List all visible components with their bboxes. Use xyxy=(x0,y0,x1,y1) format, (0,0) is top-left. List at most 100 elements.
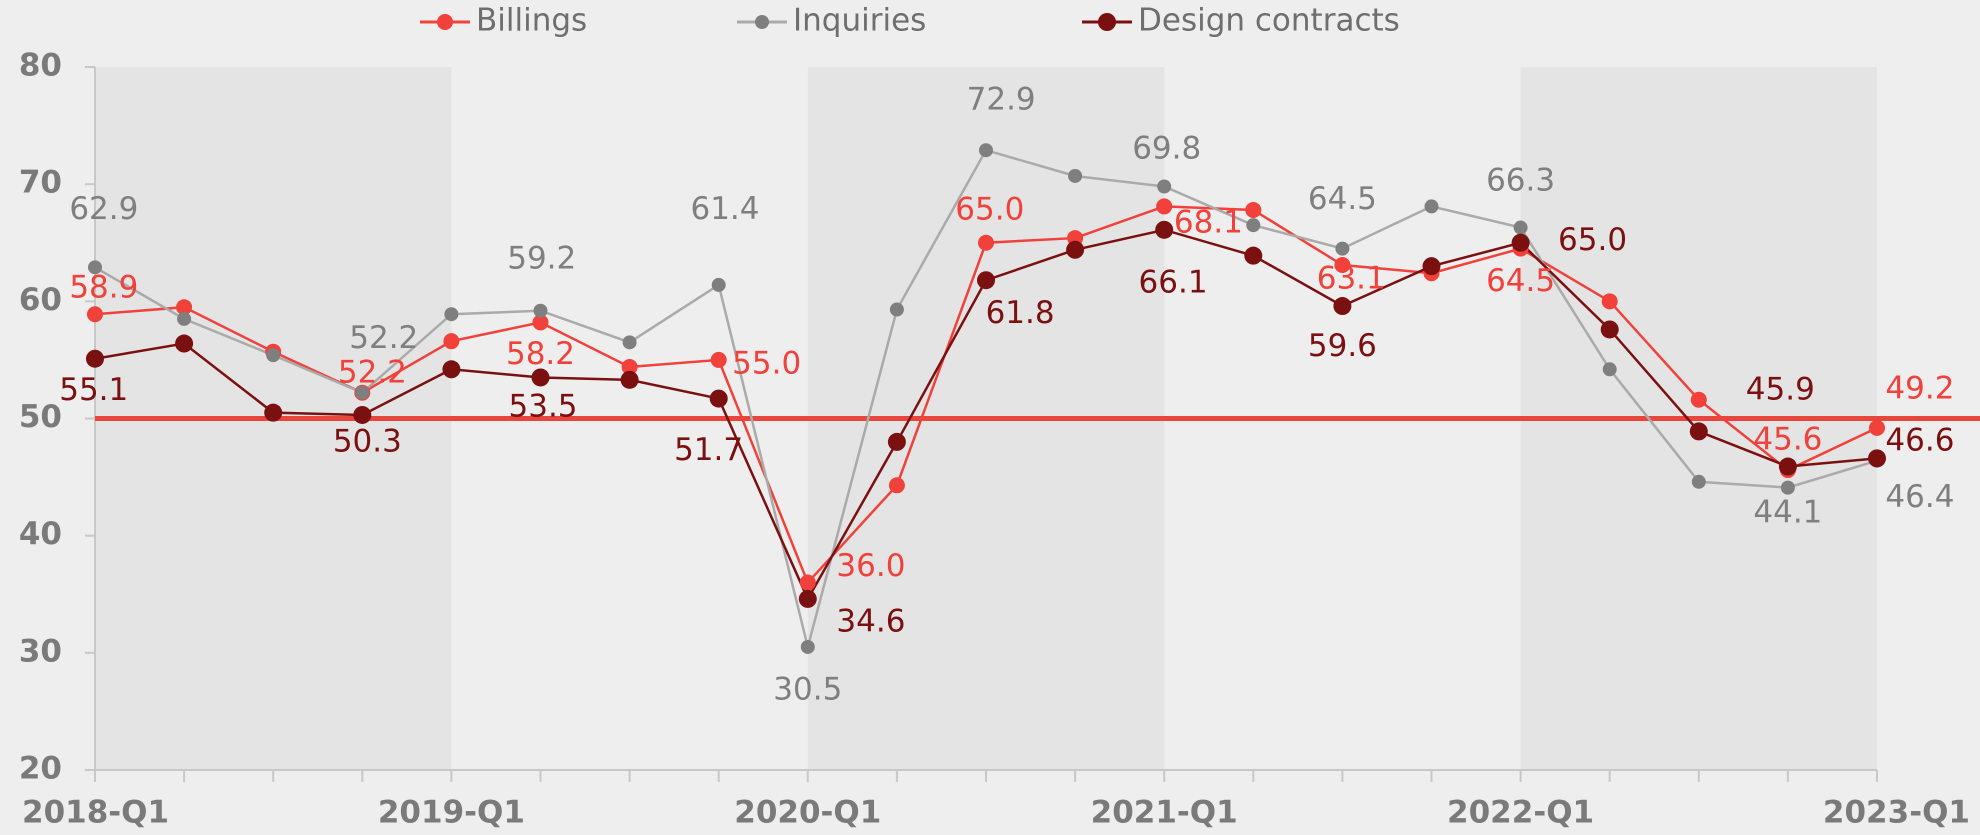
y-tick-label: 20 xyxy=(19,751,62,787)
point xyxy=(1778,457,1797,476)
point xyxy=(710,351,727,368)
point xyxy=(1511,233,1530,252)
point xyxy=(531,368,550,387)
point xyxy=(798,589,817,608)
point xyxy=(355,385,370,400)
point xyxy=(533,303,548,318)
point xyxy=(88,260,102,275)
legend-marker xyxy=(1098,13,1116,31)
point xyxy=(264,403,283,422)
legend-marker xyxy=(755,15,769,29)
data-label: 72.9 xyxy=(967,81,1036,117)
point xyxy=(620,370,639,389)
data-label: 34.6 xyxy=(836,603,905,639)
x-tick-label: 2021-Q1 xyxy=(1091,795,1238,831)
point xyxy=(888,477,905,494)
point xyxy=(1335,241,1350,256)
point xyxy=(1869,419,1885,436)
point xyxy=(266,348,281,363)
data-label: 46.4 xyxy=(1885,479,1954,515)
x-tick-label: 2019-Q1 xyxy=(378,795,525,831)
data-label: 44.1 xyxy=(1753,495,1822,531)
data-label: 61.4 xyxy=(690,191,759,227)
data-label: 68.1 xyxy=(1174,205,1243,241)
data-label: 69.8 xyxy=(1132,130,1201,166)
data-label: 61.8 xyxy=(986,295,1055,331)
point xyxy=(176,299,193,316)
point xyxy=(175,334,194,353)
point xyxy=(1066,240,1085,259)
data-label: 65.0 xyxy=(955,192,1024,228)
data-label: 52.2 xyxy=(349,320,418,356)
data-label: 64.5 xyxy=(1486,263,1555,299)
point xyxy=(1245,201,1262,218)
data-label: 62.9 xyxy=(69,191,138,227)
y-tick-label: 30 xyxy=(19,633,62,669)
data-label: 63.1 xyxy=(1317,261,1386,297)
point xyxy=(1780,480,1795,495)
point xyxy=(621,358,638,375)
y-tick-label: 70 xyxy=(19,165,62,201)
x-tick-label: 2023-Q1 xyxy=(1823,795,1970,831)
point xyxy=(799,574,816,591)
y-tick-label: 80 xyxy=(19,48,62,84)
point xyxy=(444,307,459,322)
point xyxy=(1422,257,1441,276)
point xyxy=(1244,246,1263,265)
data-label: 59.2 xyxy=(507,241,576,277)
data-label: 65.0 xyxy=(1558,222,1627,258)
data-label: 51.7 xyxy=(674,432,743,468)
point xyxy=(87,306,103,323)
data-label: 45.9 xyxy=(1746,371,1815,407)
data-label: 66.3 xyxy=(1486,163,1555,199)
point xyxy=(1601,293,1618,310)
point xyxy=(709,389,728,408)
data-label: 46.6 xyxy=(1885,422,1954,458)
y-tick-label: 60 xyxy=(19,282,62,318)
y-tick-label: 40 xyxy=(19,516,62,552)
point xyxy=(442,360,461,379)
point xyxy=(443,333,460,350)
data-label: 36.0 xyxy=(836,548,905,584)
legend-label: Design contracts xyxy=(1138,3,1400,39)
point xyxy=(1156,198,1173,215)
data-label: 66.1 xyxy=(1139,265,1208,301)
point xyxy=(1600,320,1619,339)
data-label: 30.5 xyxy=(773,672,842,708)
point xyxy=(1157,179,1172,194)
point xyxy=(532,314,549,331)
data-label: 49.2 xyxy=(1885,370,1954,406)
data-label: 55.0 xyxy=(732,345,801,381)
point xyxy=(1690,391,1707,408)
point xyxy=(622,335,637,350)
point xyxy=(353,405,372,424)
data-label: 52.2 xyxy=(338,354,407,390)
point xyxy=(1691,474,1706,489)
x-tick-label: 2020-Q1 xyxy=(734,795,881,831)
point xyxy=(887,432,906,451)
point xyxy=(800,639,815,654)
data-label: 58.2 xyxy=(506,336,575,372)
data-label: 53.5 xyxy=(509,388,578,424)
point xyxy=(978,234,994,251)
legend-marker xyxy=(437,14,453,30)
point xyxy=(1333,297,1352,316)
data-label: 59.6 xyxy=(1308,328,1377,364)
point xyxy=(889,302,904,317)
point xyxy=(1513,220,1528,235)
point xyxy=(979,143,993,158)
data-label: 50.3 xyxy=(333,423,402,459)
x-tick-label: 2022-Q1 xyxy=(1447,795,1594,831)
point xyxy=(711,277,726,292)
point xyxy=(1424,199,1439,214)
point xyxy=(1155,220,1174,239)
x-tick-label: 2018-Q1 xyxy=(22,795,169,831)
point xyxy=(1334,257,1351,274)
point xyxy=(1246,218,1261,233)
data-label: 45.6 xyxy=(1753,422,1822,458)
point xyxy=(977,271,995,290)
legend-label: Billings xyxy=(476,3,587,39)
point xyxy=(86,349,104,368)
data-label: 64.5 xyxy=(1308,181,1377,217)
